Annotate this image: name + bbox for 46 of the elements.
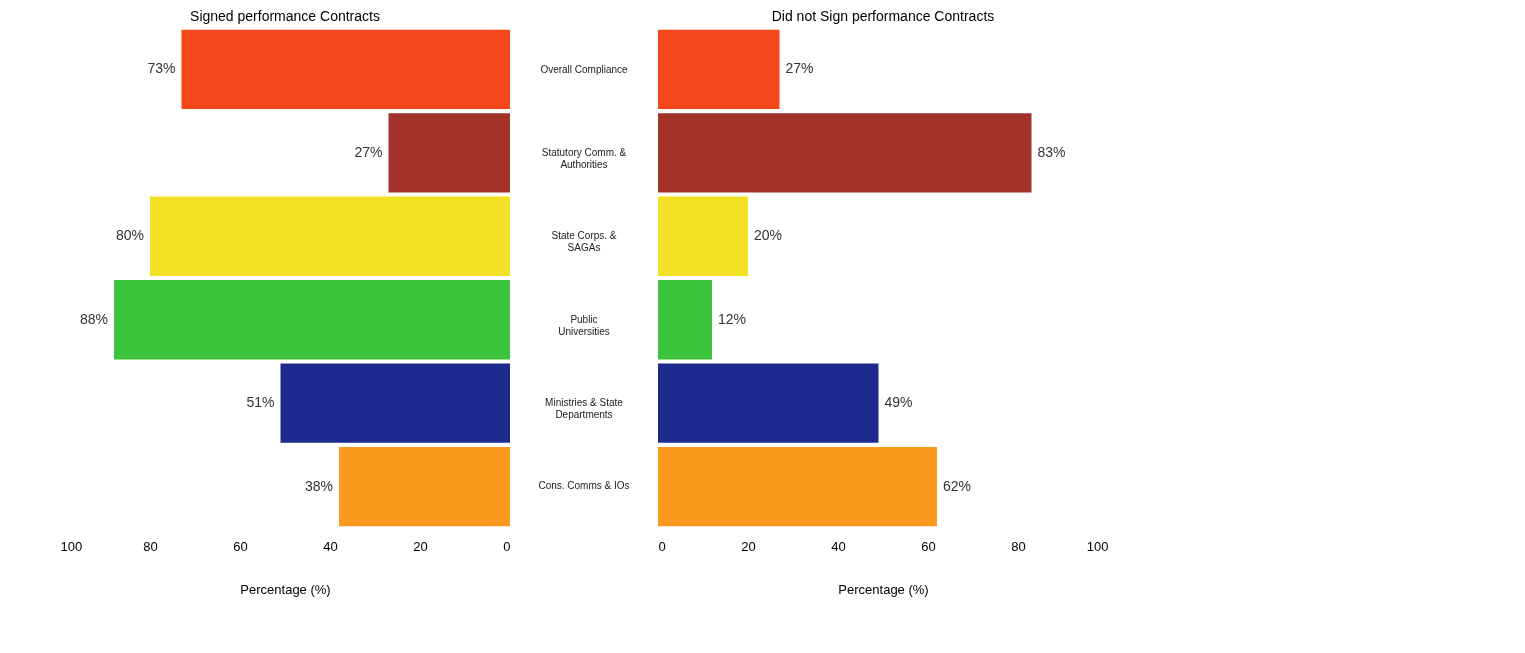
x-tick-label: 20: [413, 538, 428, 554]
y-tick-label: Ministries & State Departments: [545, 397, 624, 420]
data-label: 38%: [304, 477, 333, 494]
y-tick-label: Cons. Comms & IOs: [538, 480, 630, 492]
x-tick-label: 100: [60, 538, 83, 554]
data-label: 80%: [115, 227, 144, 244]
x-tick-label: 20: [741, 538, 756, 554]
x-tick-label: 0: [503, 538, 511, 554]
bar: [150, 196, 510, 276]
chart-title: Signed performance Contracts: [190, 8, 380, 24]
x-tick-label: 80: [143, 538, 158, 554]
chart-title: Did not Sign performance Contracts: [771, 8, 995, 24]
bar: [339, 447, 510, 527]
y-tick-label: Public Universities: [558, 313, 610, 337]
bar: [658, 363, 879, 443]
y-tick-label: Statutory Comm. & Authorities: [541, 147, 627, 170]
data-label: 27%: [354, 143, 383, 160]
x-tick-label: 100: [1086, 538, 1109, 554]
bar: [388, 113, 510, 193]
x-tick-label: 80: [1011, 538, 1026, 554]
x-axis-title: Percentage (%): [838, 581, 929, 597]
data-label: 83%: [1037, 143, 1066, 160]
bar: [658, 280, 712, 360]
x-axis-title: Percentage (%): [240, 581, 331, 597]
x-tick-label: 0: [658, 538, 666, 554]
y-tick-label: Overall Compliance: [540, 63, 629, 75]
data-label: 27%: [785, 60, 814, 77]
data-label: 20%: [754, 227, 783, 244]
x-tick-label: 40: [323, 538, 338, 554]
data-label: 73%: [147, 60, 176, 77]
bar: [658, 447, 937, 527]
y-tick-label: State Corps. & SAGAs: [551, 230, 617, 254]
x-tick-label: 60: [921, 538, 936, 554]
data-label: 88%: [79, 310, 108, 327]
x-tick-label: 40: [831, 538, 846, 554]
bar: [658, 113, 1032, 193]
bar: [658, 196, 748, 276]
bar: [280, 363, 510, 443]
bar: [658, 29, 780, 109]
data-label: 12%: [718, 310, 747, 327]
data-label: 49%: [884, 394, 913, 411]
x-tick-label: 60: [233, 538, 248, 554]
data-label: 62%: [943, 477, 972, 494]
bar: [181, 29, 510, 109]
bar: [114, 280, 510, 360]
data-label: 51%: [246, 394, 275, 411]
